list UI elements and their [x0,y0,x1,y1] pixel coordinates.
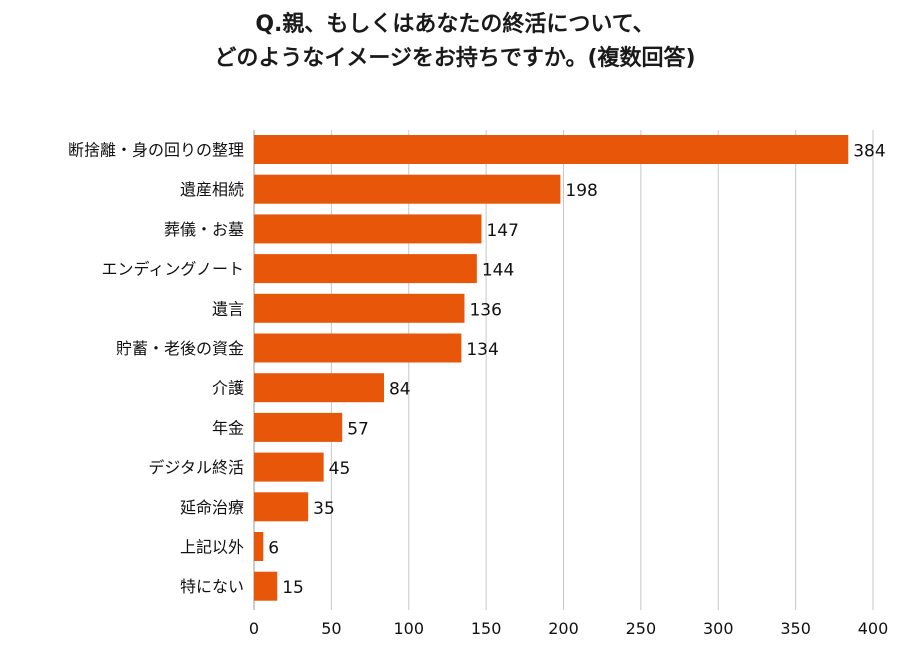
bar [254,174,561,204]
title-line-2: どのようなイメージをお持ちですか。(複数回答) [214,46,696,71]
x-tick-label: 250 [626,619,657,638]
x-tick-label: 150 [471,619,502,638]
x-tick-label: 50 [321,619,341,638]
data-label: 15 [282,578,304,598]
x-tick-label: 400 [858,619,889,638]
category-label: 介護 [212,379,244,398]
data-label: 144 [482,261,514,281]
bar [254,293,465,323]
data-label: 147 [486,221,518,241]
bar [254,412,343,442]
category-label: 断捨離・身の回りの整理 [68,141,244,160]
category-label: 特にない [180,577,244,596]
category-label: エンディングノート [101,260,244,279]
data-label: 134 [466,340,498,360]
x-tick-label: 100 [393,619,424,638]
bar [254,571,278,601]
bar [254,492,309,522]
category-label: デジタル終活 [148,458,244,477]
bar [254,214,482,244]
x-tick-label: 350 [780,619,811,638]
category-label: 葬儀・お墓 [164,220,244,239]
chart-title: Q.親、もしくはあなたの終活について、 どのようなイメージをお持ちですか。(複数… [0,8,910,76]
bar [254,452,324,482]
category-label: 貯蓄・老後の資金 [116,339,244,358]
data-label: 57 [347,419,369,439]
category-label: 延命治療 [180,498,244,517]
category-label: 年金 [212,418,244,437]
bar [254,333,462,363]
bar [254,373,384,403]
data-label: 384 [853,142,885,162]
data-label: 45 [329,459,351,479]
data-label: 6 [268,539,279,559]
x-tick-label: 0 [249,619,259,638]
bar [254,532,264,561]
data-label: 198 [565,181,597,201]
data-label: 136 [469,300,501,320]
category-label: 上記以外 [180,538,244,557]
category-label: 遺産相続 [180,180,244,199]
x-tick-label: 300 [703,619,734,638]
category-label: 遺言 [212,299,244,318]
data-label: 84 [389,380,411,400]
data-label: 35 [313,499,335,519]
bar [254,135,849,164]
title-line-1: Q.親、もしくはあなたの終活について、 [255,12,655,37]
bar [254,254,477,284]
x-tick-label: 200 [548,619,579,638]
